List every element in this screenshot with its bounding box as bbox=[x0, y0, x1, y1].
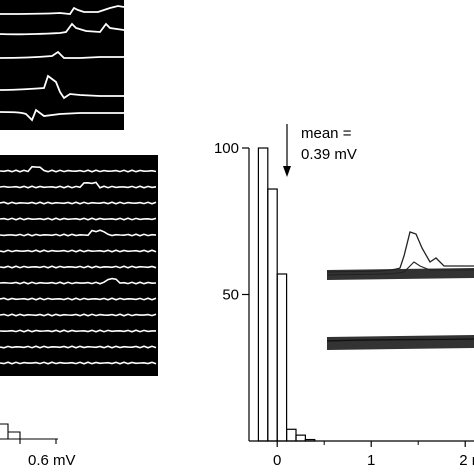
trace-panel-mid-svg bbox=[0, 165, 157, 365]
trace-line bbox=[0, 277, 157, 285]
trace-line bbox=[0, 217, 157, 221]
inset-trace-lower bbox=[326, 338, 474, 342]
bottom-left-inset: 0.6 mV bbox=[0, 423, 76, 469]
histogram-bar bbox=[286, 428, 297, 442]
trace-line bbox=[0, 297, 157, 301]
histogram-bar bbox=[295, 434, 306, 442]
trace-line bbox=[0, 201, 157, 205]
histogram-bars bbox=[257, 147, 316, 442]
trace-panel-top-svg bbox=[0, 5, 124, 122]
chart-axes bbox=[248, 148, 474, 442]
trace-line bbox=[0, 165, 157, 173]
histogram-bar bbox=[276, 273, 288, 442]
inset-trace-lower-band bbox=[327, 335, 474, 350]
inset-trace-upper bbox=[326, 231, 474, 273]
mean-label-line2: 0.39 mV bbox=[301, 146, 357, 163]
trace-line bbox=[0, 181, 157, 189]
trace-line bbox=[0, 329, 156, 333]
trace-line bbox=[0, 5, 124, 15]
inset-trace-upper-2 bbox=[326, 261, 474, 276]
mean-annotation: mean = 0.39 mV bbox=[283, 124, 357, 177]
x-tick-label: 0 bbox=[273, 452, 281, 469]
trace-line bbox=[0, 345, 157, 349]
trace-line bbox=[0, 229, 157, 237]
trace-line bbox=[0, 249, 157, 253]
trace-panel-top bbox=[0, 0, 124, 130]
histogram-bar bbox=[257, 147, 269, 442]
trace-line bbox=[0, 74, 124, 100]
x-tick-label: 1 bbox=[367, 452, 375, 469]
trace-line bbox=[0, 361, 157, 365]
inset-tick-label: 0.6 mV bbox=[28, 452, 76, 469]
y-ticks: 100 50 bbox=[214, 140, 249, 304]
y-tick-label: 50 bbox=[222, 287, 239, 304]
trace-line bbox=[0, 108, 124, 122]
y-tick-label: 100 bbox=[214, 140, 239, 157]
histogram-bar bbox=[304, 438, 316, 442]
trace-line bbox=[0, 265, 157, 269]
inset-traces bbox=[326, 231, 474, 350]
mean-arrow-head bbox=[283, 166, 291, 177]
trace-panel-mid bbox=[0, 155, 158, 376]
x-tick-label: 2 m bbox=[459, 452, 474, 469]
inset-mini-bars bbox=[0, 423, 21, 439]
mean-label-line1: mean = bbox=[301, 125, 352, 142]
trace-line bbox=[0, 22, 124, 36]
histogram-bar bbox=[267, 188, 278, 442]
x-ticks: 0 1 2 m bbox=[273, 441, 474, 469]
trace-line bbox=[0, 50, 124, 59]
trace-line bbox=[0, 313, 157, 317]
